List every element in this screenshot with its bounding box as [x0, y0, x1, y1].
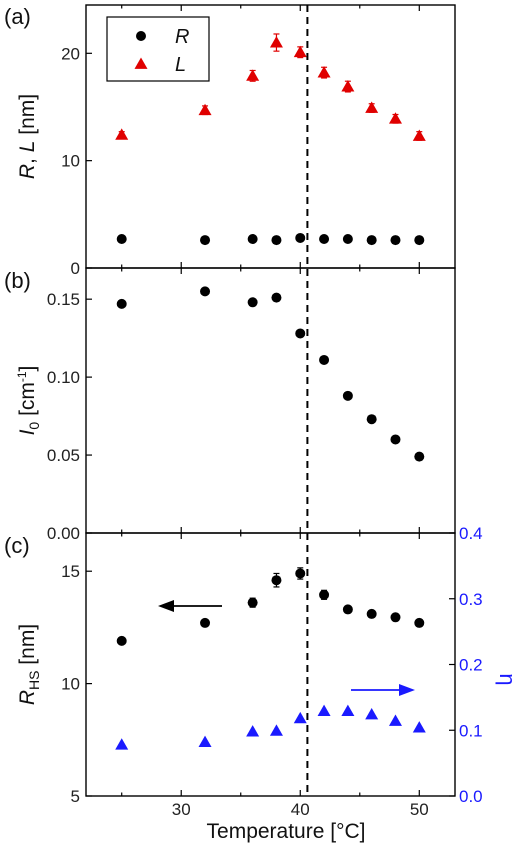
panel-frame: [85, 267, 456, 534]
legend-marker-l: [134, 57, 148, 69]
x-axis-title: Temperature [°C]: [207, 820, 366, 843]
data-marks: [115, 5, 426, 796]
circle-point: [319, 234, 330, 245]
triangle-point: [365, 101, 379, 113]
circle-point: [200, 286, 211, 297]
y-tick-label: 0.10: [47, 368, 80, 387]
circle-point: [116, 635, 127, 646]
left-axis-arrowhead: [158, 600, 174, 612]
circle-point: [414, 235, 425, 246]
y-axis-title: RHS [nm]: [16, 624, 42, 705]
y2-tick-label: 0.4: [459, 524, 483, 543]
triangle-point: [198, 735, 212, 747]
triangle-point: [198, 103, 212, 116]
y2-axis-title: η: [495, 673, 512, 685]
triangle-point: [341, 80, 355, 92]
circle-point: [247, 597, 258, 608]
circle-point: [319, 354, 330, 365]
y-tick-label: 0.15: [47, 290, 80, 309]
legend-label: R: [175, 26, 189, 48]
y-tick-label: 15: [61, 562, 80, 581]
circle-point: [295, 328, 306, 339]
triangle-point: [269, 36, 283, 48]
circle-point: [271, 235, 282, 246]
triangle-point: [365, 707, 379, 720]
circle-point: [366, 608, 377, 619]
circle-point: [116, 298, 127, 309]
circle-point: [247, 297, 258, 308]
triangle-point: [412, 129, 426, 141]
triangle-point: [412, 721, 426, 733]
x-tick-label: 40: [291, 800, 310, 819]
y-tick-label: 5: [71, 787, 80, 806]
triangle-point: [246, 69, 260, 81]
circle-point: [295, 568, 306, 579]
panel-frame: [85, 532, 456, 797]
triangle-point: [388, 112, 402, 124]
legend-label: L: [175, 54, 186, 76]
circle-point: [414, 451, 425, 462]
y2-tick-label: 0.1: [459, 721, 483, 740]
panel-label: (a): [4, 4, 31, 29]
circle-point: [390, 434, 401, 445]
circle-point: [200, 617, 211, 628]
y-tick-label: 20: [61, 44, 80, 63]
circle-point: [390, 612, 401, 623]
circle-point: [366, 414, 377, 425]
circle-point: [366, 235, 377, 246]
panel-frames: [85, 4, 456, 797]
y2-tick-label: 0.0: [459, 787, 483, 806]
legend-box: [106, 16, 210, 82]
circle-point: [200, 235, 211, 246]
triangle-point: [293, 45, 307, 58]
y2-tick-label: 0.3: [459, 590, 483, 609]
triangle-point: [115, 128, 129, 140]
panel-label: (c): [4, 533, 30, 558]
triangle-point: [317, 66, 331, 78]
triangle-point: [269, 724, 283, 736]
legend-marker-r: [136, 31, 146, 41]
circle-point: [414, 617, 425, 628]
triangle-point: [115, 738, 129, 750]
circle-point: [390, 235, 401, 246]
circle-point: [342, 234, 353, 245]
circle-point: [271, 292, 282, 303]
y-tick-label: 10: [61, 675, 80, 694]
y-axis-title: R, L [nm]: [16, 94, 39, 179]
x-tick-label: 50: [410, 800, 429, 819]
circle-point: [247, 234, 258, 245]
x-tick-label: 30: [172, 800, 191, 819]
triangle-point: [246, 725, 260, 737]
panel-label: (b): [4, 268, 31, 293]
triangle-point: [388, 714, 402, 726]
y-tick-label: 0: [71, 259, 80, 278]
y-tick-label: 0.05: [47, 446, 80, 465]
triangle-point: [341, 704, 355, 717]
y2-tick-label: 0.2: [459, 656, 483, 675]
right-axis-arrowhead: [399, 684, 415, 696]
y-axis-title: I0 [cm-1]: [15, 366, 42, 436]
circle-point: [319, 589, 330, 600]
circle-point: [342, 390, 353, 401]
y-tick-label: 10: [61, 152, 80, 171]
circle-point: [116, 234, 127, 245]
y-tick-label: 0.00: [47, 524, 80, 543]
triangle-point: [293, 711, 307, 724]
circle-point: [295, 232, 306, 243]
triangle-point: [317, 704, 331, 717]
circle-point: [342, 604, 353, 615]
circle-point: [271, 575, 282, 586]
